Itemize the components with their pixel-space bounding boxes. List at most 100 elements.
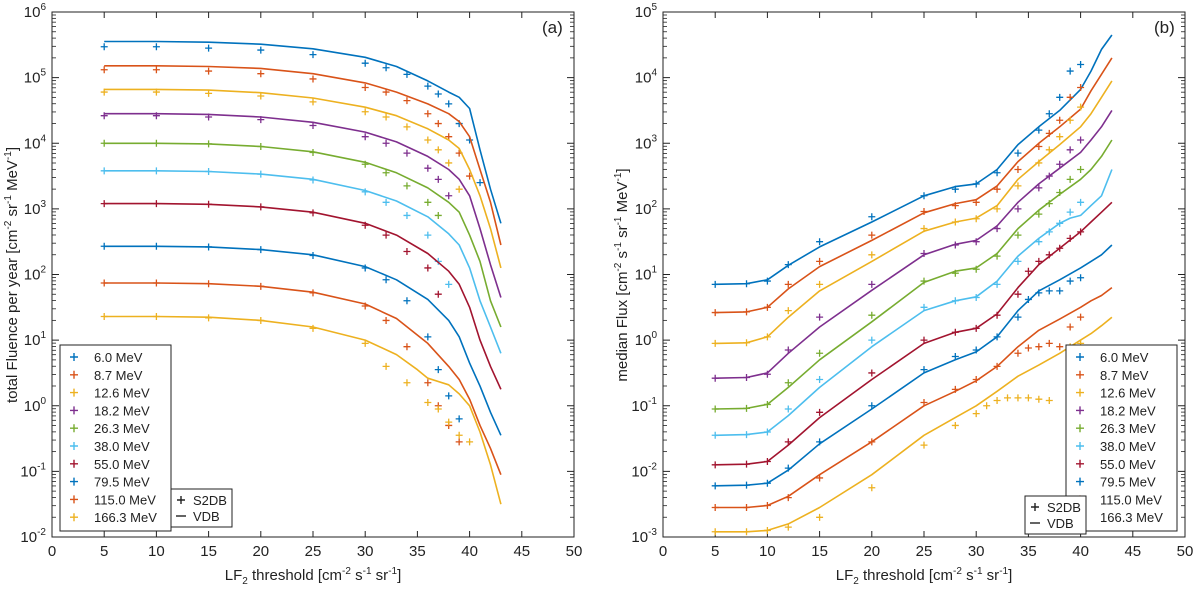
series-marker-0 [1056, 93, 1064, 101]
series-marker-5 [100, 167, 108, 175]
series-marker-2 [951, 218, 959, 226]
series-line-0 [104, 40, 502, 224]
series-marker-4 [257, 143, 265, 151]
y-tick-label: 101 [24, 330, 47, 349]
series-marker-4 [1035, 210, 1043, 218]
series-marker-1 [1066, 93, 1074, 101]
series-marker-9 [1045, 397, 1053, 404]
legend-label-1: 8.7 MeV [94, 368, 143, 383]
series-marker-2 [382, 113, 390, 121]
series-marker-9 [920, 441, 928, 449]
panel-b-axes: 0 5 10 15 20 25 30 35 40 45 5010-310-210-110010110… [631, 2, 1193, 560]
series-marker-5 [1035, 238, 1043, 246]
x-tick-label: 0 [48, 543, 56, 560]
x-tick-label: 35 [1020, 543, 1037, 560]
series-marker-0 [972, 180, 980, 188]
series-marker-0 [784, 261, 792, 269]
series-marker-0 [424, 82, 432, 90]
series-marker-4 [152, 139, 160, 147]
series-marker-5 [257, 170, 265, 178]
series-marker-9 [434, 405, 442, 413]
series-marker-7 [1056, 287, 1064, 295]
legend-label-6: 55.0 MeV [94, 457, 150, 472]
series-marker-3 [257, 116, 265, 124]
series-marker-2 [257, 92, 265, 100]
series-marker-0 [1066, 67, 1074, 75]
series-marker-1 [920, 208, 928, 215]
y-tick-base: 10 [24, 201, 41, 218]
series-marker-9 [1014, 394, 1022, 402]
legend-label-8: 115.0 MeV [1100, 492, 1162, 507]
series-marker-6 [309, 209, 317, 217]
series-marker-5 [784, 405, 792, 413]
y-tick-exponent: 0 [651, 330, 657, 341]
series-marker-9 [100, 313, 108, 320]
series-marker-6 [816, 408, 824, 416]
y-tick-label: 103 [635, 133, 658, 152]
series-marker-7 [1066, 277, 1074, 285]
series-marker-1 [434, 120, 442, 128]
series-marker-1 [1077, 83, 1085, 91]
series-marker-7 [920, 366, 928, 374]
panel-a-series [100, 40, 502, 505]
series-marker-3 [784, 346, 792, 354]
series-marker-6 [152, 200, 160, 208]
y-tick-label: 10-1 [20, 461, 46, 480]
legend-marker-5 [1076, 442, 1084, 450]
x-tick-label: 35 [409, 543, 426, 560]
series-marker-6 [382, 231, 390, 239]
x-tick-label: 10 [148, 543, 165, 560]
series-marker-8 [868, 438, 876, 446]
legend-marker-3 [1076, 406, 1084, 415]
series-marker-6 [868, 369, 876, 377]
series-marker-5 [920, 303, 928, 311]
legend-label-4: 26.3 MeV [94, 421, 150, 436]
y-tick-exponent: 3 [40, 199, 46, 210]
legend-marker-6 [70, 459, 78, 468]
series-marker-7 [743, 481, 751, 489]
y-tick-base: 10 [631, 529, 648, 546]
series-marker-9 [403, 379, 411, 387]
series-marker-6 [763, 458, 771, 466]
series-marker-4 [434, 211, 442, 219]
series-marker-7 [1014, 313, 1022, 321]
style-legend-label-0: S2DB [193, 493, 227, 508]
series-marker-5 [309, 176, 317, 184]
series-marker-0 [309, 51, 317, 59]
x-tick-label: 25 [305, 543, 322, 560]
series-marker-2 [1056, 133, 1064, 141]
series-line-2 [104, 88, 502, 269]
legend-marker-4 [1076, 424, 1084, 433]
legend-label-3: 18.2 MeV [1100, 403, 1156, 418]
series-marker-8 [1056, 343, 1064, 351]
series-marker-1 [445, 133, 453, 141]
series-marker-9 [382, 362, 390, 370]
series-marker-4 [868, 311, 876, 319]
series-marker-8 [1035, 343, 1043, 351]
legend-label-4: 26.3 MeV [1100, 421, 1156, 436]
series-marker-2 [1014, 182, 1022, 190]
y-tick-base: 10 [24, 332, 41, 349]
y-tick-exponent: 5 [651, 2, 657, 13]
y-tick-exponent: -3 [648, 527, 657, 538]
series-marker-4 [993, 252, 1001, 260]
series-marker-7 [152, 242, 160, 250]
legend-marker-0 [70, 353, 78, 361]
legend-label-9: 166.3 MeV [94, 510, 157, 525]
series-marker-0 [1035, 126, 1043, 134]
y-tick-label: 105 [24, 68, 47, 87]
series-marker-2 [763, 333, 771, 341]
series-marker-7 [361, 264, 369, 272]
y-tick-label: 102 [24, 265, 47, 284]
series-marker-3 [1066, 146, 1074, 154]
series-marker-2 [993, 205, 1001, 213]
series-line-5 [104, 170, 502, 354]
x-tick-label: 0 [659, 543, 667, 560]
series-marker-9 [711, 528, 719, 536]
legend-marker-9 [70, 513, 78, 522]
y-tick-exponent: 4 [40, 133, 46, 144]
x-tick-label: 25 [916, 543, 933, 560]
series-marker-3 [972, 238, 980, 246]
series-marker-9 [257, 316, 265, 324]
series-marker-3 [743, 374, 751, 382]
